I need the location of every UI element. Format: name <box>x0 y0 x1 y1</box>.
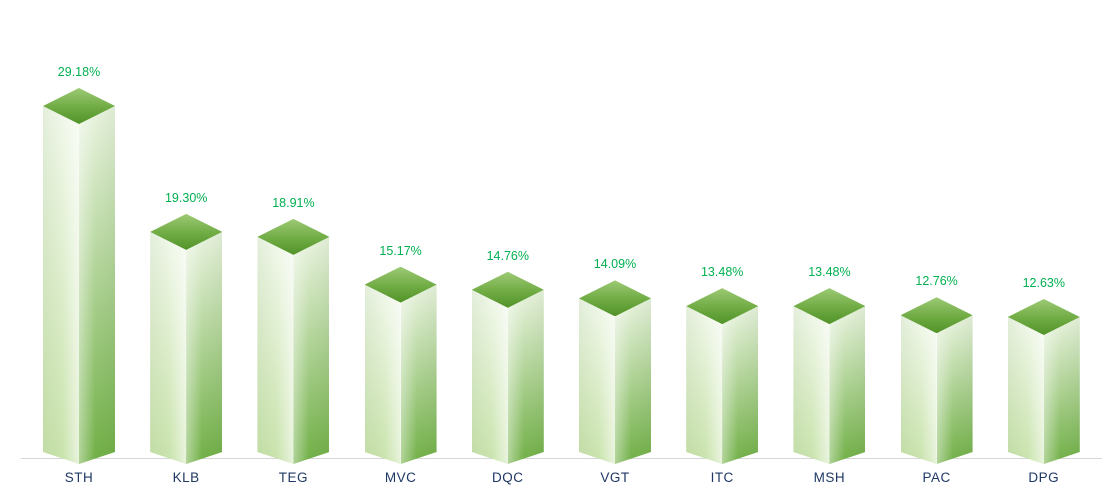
bar-left-face <box>1007 316 1044 464</box>
x-label-KLB: KLB <box>172 470 200 485</box>
bar-right-face <box>79 105 115 464</box>
bar-right-face <box>507 289 544 464</box>
x-label-PAC: PAC <box>922 470 951 485</box>
bar-left-face <box>579 298 615 464</box>
bar-MSH[interactable]: 13.48% <box>793 265 866 464</box>
bar-left-face <box>900 315 937 464</box>
bar-KLB[interactable]: 19.30% <box>150 191 223 464</box>
bar-right-face <box>615 298 651 464</box>
bar-value-label: 12.76% <box>915 274 958 289</box>
bar-right-face <box>293 236 330 464</box>
bar-DPG[interactable]: 12.63% <box>1007 276 1080 464</box>
bar-value-label: 19.30% <box>164 190 208 205</box>
bar-STH[interactable]: 29.18% <box>43 65 115 464</box>
bar-VGT[interactable]: 14.09% <box>579 257 651 464</box>
bar-right-face <box>400 284 437 464</box>
x-label-TEG: TEG <box>278 470 309 485</box>
bar-MVC[interactable]: 15.17% <box>364 244 437 464</box>
bar-TEG[interactable]: 18.91% <box>257 196 330 464</box>
bar-value-label: 14.09% <box>593 257 637 272</box>
bar-right-face <box>722 306 759 464</box>
bar-left-face <box>257 236 294 464</box>
x-label-STH: STH <box>64 470 94 485</box>
x-label-DQC: DQC <box>492 470 524 485</box>
x-axis-line <box>21 458 1102 459</box>
x-label-DPG: DPG <box>1028 470 1060 485</box>
bar-left-face <box>686 306 723 464</box>
bar-value-label: 18.91% <box>272 195 315 210</box>
x-label-MSH: MSH <box>813 470 846 485</box>
bar-value-label: 13.48% <box>808 265 851 280</box>
x-label-MVC: MVC <box>384 470 417 485</box>
bar-right-face <box>186 231 223 464</box>
x-label-VGT: VGT <box>600 470 630 485</box>
bar-value-label: 15.17% <box>379 243 422 258</box>
bar-left-face <box>471 289 508 464</box>
bar-PAC[interactable]: 12.76% <box>900 274 973 464</box>
bar-right-face <box>1043 316 1080 464</box>
bar-ITC[interactable]: 13.48% <box>686 265 759 464</box>
bar-value-label: 29.18% <box>57 64 101 79</box>
bar-left-face <box>364 284 401 464</box>
bar-left-face <box>150 231 187 464</box>
bar-left-face <box>793 306 830 464</box>
bar-value-label: 14.76% <box>486 248 529 263</box>
bar-right-face <box>936 315 973 464</box>
bar-left-face <box>43 105 79 464</box>
x-label-ITC: ITC <box>710 470 734 485</box>
bar-DQC[interactable]: 14.76% <box>471 249 544 464</box>
bar-right-face <box>829 306 866 464</box>
bar-value-label: 12.63% <box>1022 275 1065 290</box>
bar-value-label: 13.48% <box>700 265 744 280</box>
